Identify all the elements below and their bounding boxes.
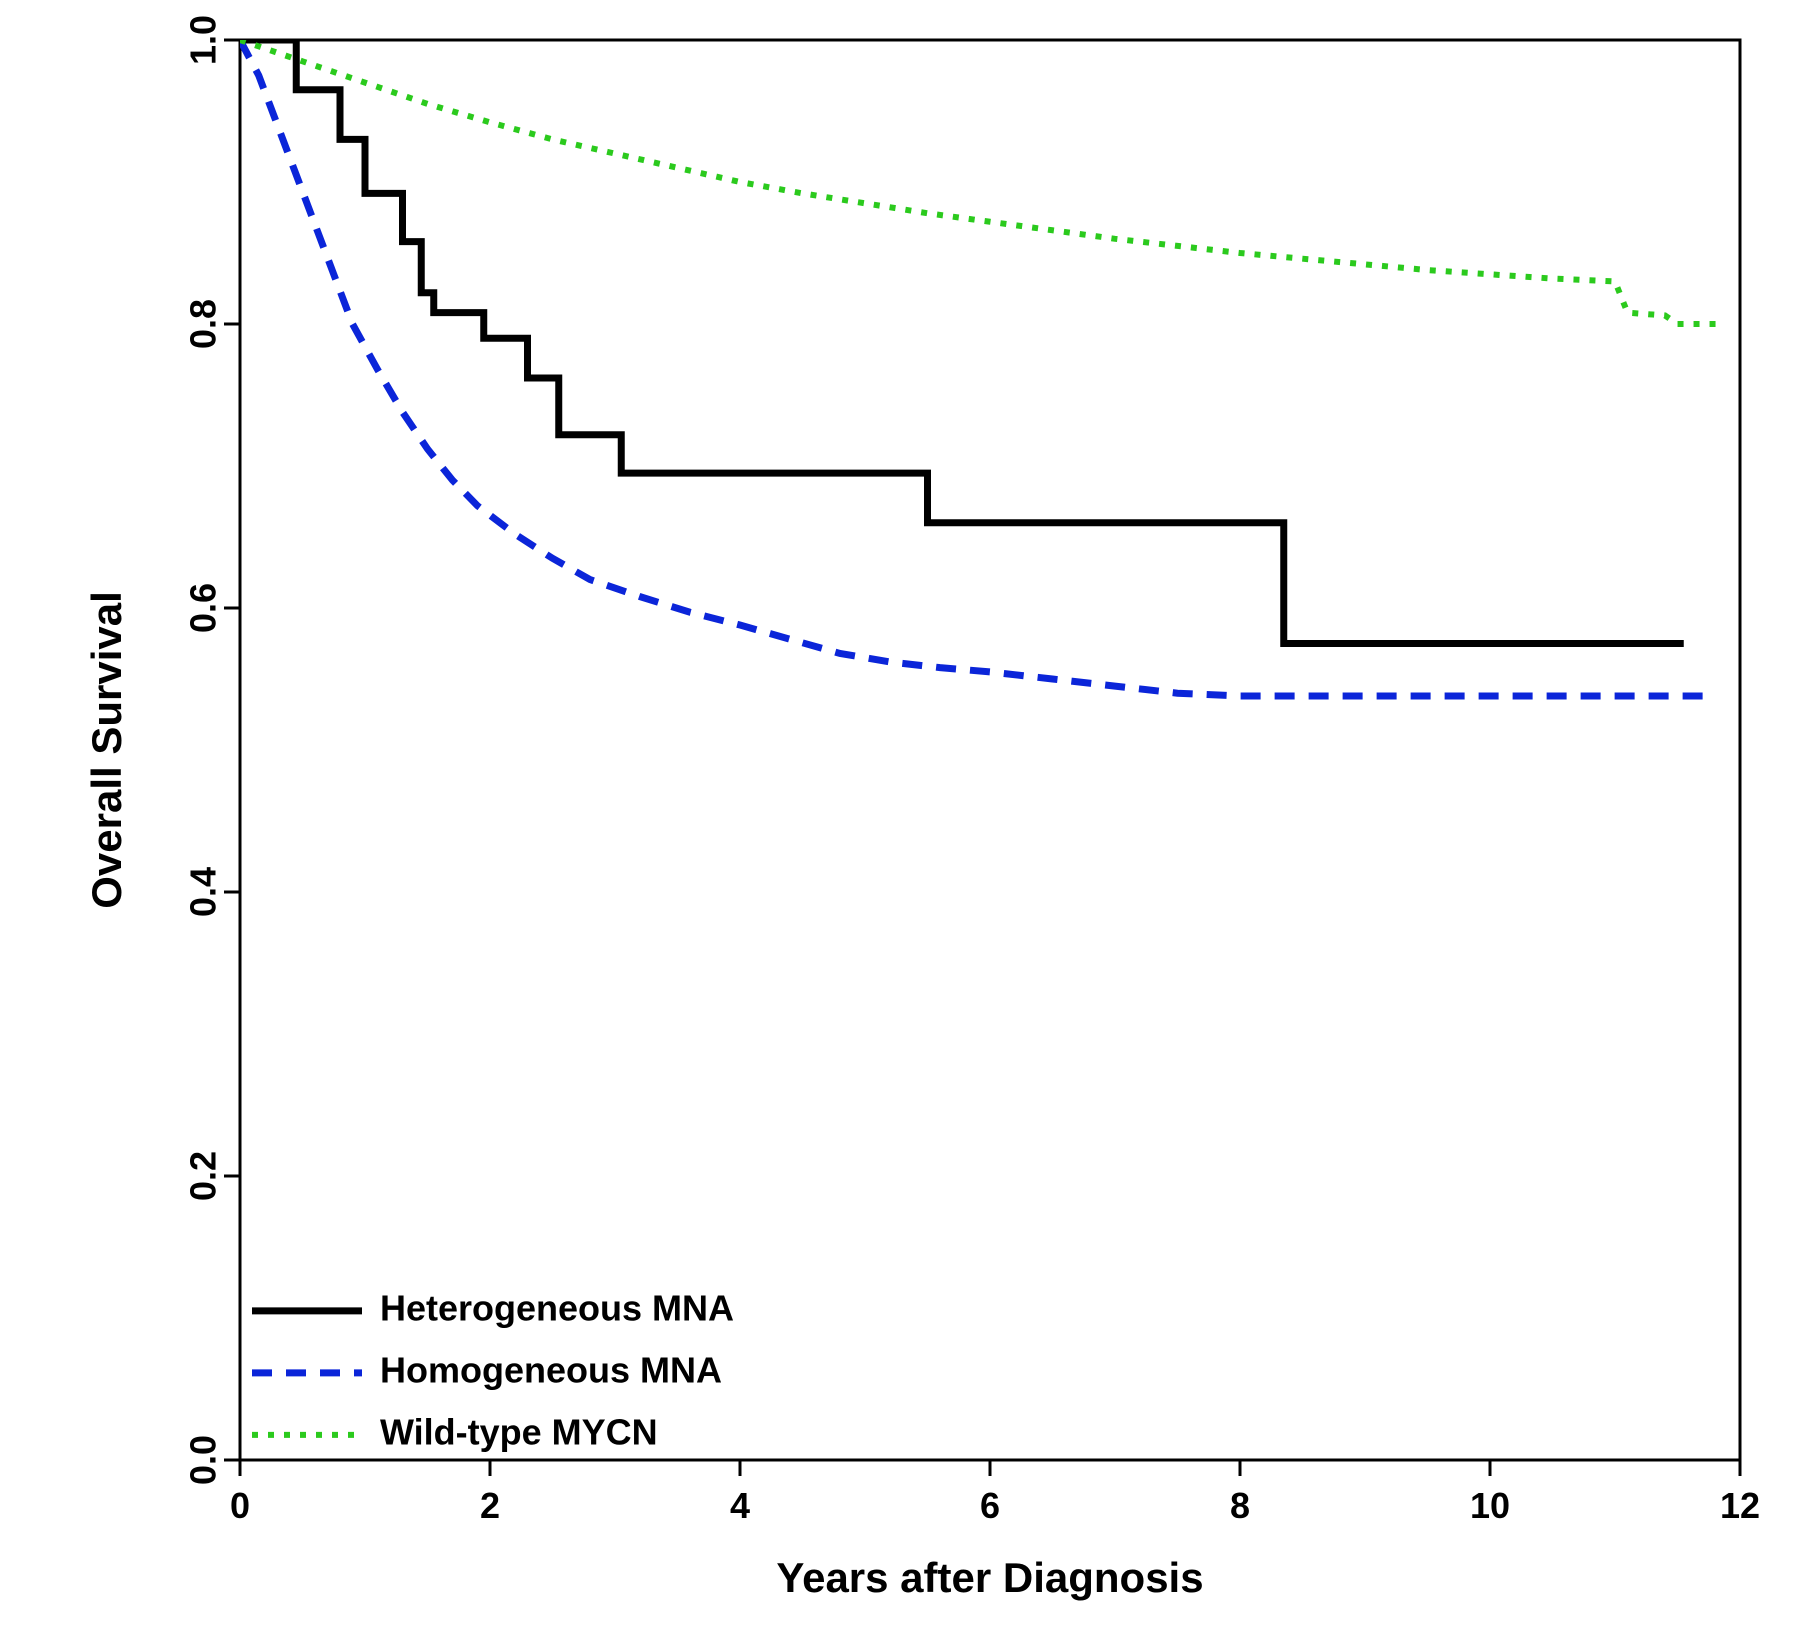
legend-label: Heterogeneous MNA <box>380 1287 734 1328</box>
svg-text:0.8: 0.8 <box>183 299 224 349</box>
svg-text:0.0: 0.0 <box>183 1435 224 1485</box>
x-tick-label: 8 <box>1230 1485 1250 1526</box>
x-tick-label: 10 <box>1470 1485 1510 1526</box>
y-tick-label: 0.2 <box>183 1151 224 1201</box>
series-line <box>240 40 1684 644</box>
y-tick-label: 0.8 <box>183 299 224 349</box>
series-line <box>240 40 1709 696</box>
legend-label: Homogeneous MNA <box>380 1349 722 1390</box>
y-tick-label: 0.6 <box>183 583 224 633</box>
series-line <box>240 40 1721 324</box>
chart-svg: 0 2 4 6 8 10 12 0.0 0.2 0.4 0.6 0.8 1.0 Years after D… <box>0 0 1800 1640</box>
svg-text:0.4: 0.4 <box>183 867 224 917</box>
plot-area <box>240 40 1721 696</box>
survival-chart: 0 2 4 6 8 10 12 0.0 0.2 0.4 0.6 0.8 1.0 Years after D… <box>0 0 1800 1640</box>
x-axis-label: Years after Diagnosis <box>776 1554 1203 1601</box>
svg-text:0.2: 0.2 <box>183 1151 224 1201</box>
plot-border <box>240 40 1740 1460</box>
y-tick-label: 1.0 <box>183 15 224 65</box>
x-tick-label: 2 <box>480 1485 500 1526</box>
y-axis-label: Overall Survival <box>83 591 130 909</box>
x-tick-label: 4 <box>730 1485 750 1526</box>
svg-text:Overall Survival: Overall Survival <box>83 591 130 909</box>
x-tick-label: 0 <box>230 1485 250 1526</box>
svg-text:0.6: 0.6 <box>183 583 224 633</box>
x-tick-label: 6 <box>980 1485 1000 1526</box>
x-tick-label: 12 <box>1720 1485 1760 1526</box>
y-tick-label: 0.0 <box>183 1435 224 1485</box>
svg-text:1.0: 1.0 <box>183 15 224 65</box>
legend-label: Wild-type MYCN <box>380 1411 658 1452</box>
y-tick-label: 0.4 <box>183 867 224 917</box>
